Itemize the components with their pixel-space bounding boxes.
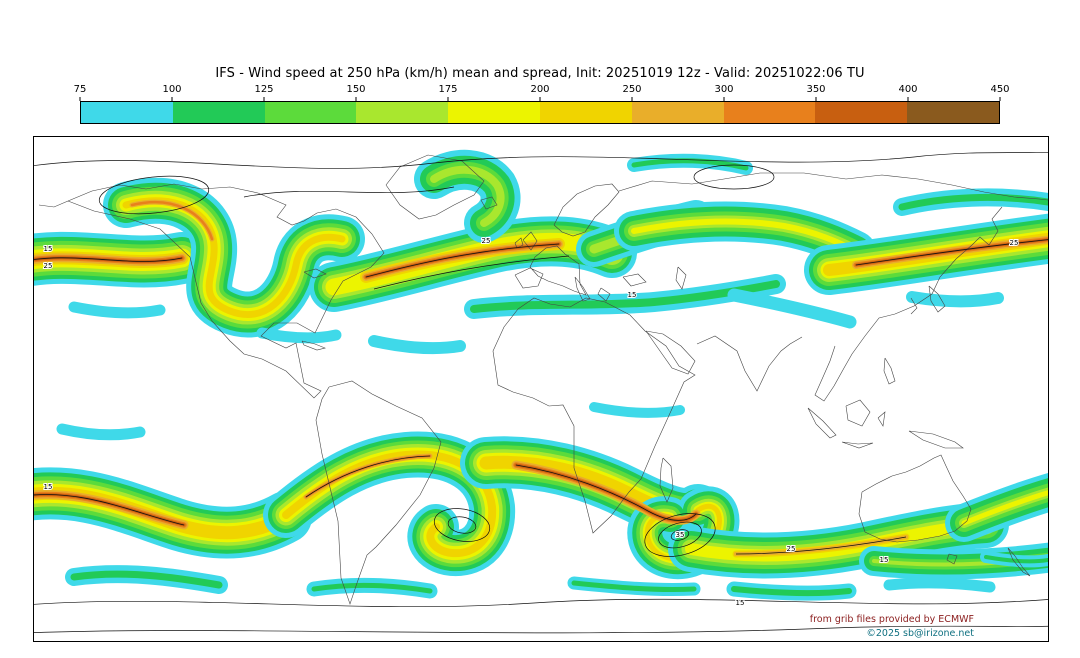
coastlines xyxy=(38,154,1048,605)
swirl-contour xyxy=(433,508,491,542)
colorbar-tick-label: 400 xyxy=(898,84,918,95)
wind-speed-shading xyxy=(34,161,1048,593)
colorbar-tick xyxy=(171,97,173,101)
colorbar-segment xyxy=(356,102,449,123)
contour-label: 15 xyxy=(880,556,889,564)
colorbar-tick xyxy=(631,97,633,101)
coastline-australia xyxy=(858,454,972,565)
swirl-contour xyxy=(447,516,477,534)
contour-label: 15 xyxy=(44,483,53,491)
coastline-greenland xyxy=(385,154,498,220)
colorbar-tick xyxy=(907,97,909,101)
contour-label: 35 xyxy=(676,531,685,539)
jet-band-north-pacific-left xyxy=(34,258,182,263)
coastline-asia xyxy=(618,172,1048,402)
colorbar-segment xyxy=(815,102,908,123)
contour-loop xyxy=(98,175,210,215)
colorbar-track xyxy=(81,102,999,123)
jet-band-north-atlantic xyxy=(334,241,612,287)
colorbar-tick xyxy=(447,97,449,101)
colorbar-segment xyxy=(907,102,999,123)
coastline-africa xyxy=(492,297,696,534)
colorbar-tick xyxy=(815,97,817,101)
contour-label: 25 xyxy=(787,545,796,553)
colorbar-segment xyxy=(81,102,173,123)
colorbar-tick xyxy=(539,97,541,101)
colorbar-tick-label: 350 xyxy=(806,84,826,95)
band-bering xyxy=(902,197,1048,207)
colorbar-tick-label: 300 xyxy=(714,84,734,95)
contour-label-group: 15 25 25 15 25 15 35 25 15 15 xyxy=(43,236,1020,608)
map-panel: 15 25 25 15 25 15 35 25 15 15 from grib … xyxy=(33,136,1049,642)
colorbar-tick xyxy=(355,97,357,101)
vortex-contour xyxy=(670,529,690,541)
colorbar-labels: 75 100 125 150 175 200 250 300 350 400 450 xyxy=(74,84,1010,96)
contour-label: 15 xyxy=(44,245,53,253)
coastline-new-zealand xyxy=(1007,547,1031,577)
colorbar xyxy=(80,101,1000,124)
contour-loop xyxy=(693,164,775,190)
colorbar-tick-label: 175 xyxy=(438,84,458,95)
colorbar-segment xyxy=(539,102,632,123)
colorbar-segment xyxy=(723,102,816,123)
colorbar-tick xyxy=(79,97,81,101)
contour-label: 15 xyxy=(736,599,745,607)
colorbar-tick-label: 200 xyxy=(530,84,550,95)
contour-label: 25 xyxy=(1010,239,1019,247)
coastline-asia-islands xyxy=(807,285,964,449)
colorbar-tick xyxy=(723,97,725,101)
coastline-madagascar xyxy=(659,457,674,503)
band-iceland xyxy=(434,170,501,223)
colorbar-segment xyxy=(448,102,540,123)
colorbar-tick-label: 250 xyxy=(622,84,642,95)
attribution-line2: ©2025 sb@irizone.net xyxy=(866,628,974,639)
contour-label: 15 xyxy=(628,291,637,299)
colorbar-tick-label: 150 xyxy=(346,84,366,95)
spread-contours xyxy=(34,151,1048,634)
contour-line xyxy=(34,598,1048,608)
contour-line xyxy=(34,151,1048,169)
map-title: IFS - Wind speed at 250 hPa (km/h) mean … xyxy=(215,66,865,81)
coastline-caribbean xyxy=(301,268,327,351)
vortex-contour xyxy=(644,513,716,557)
colorbar-segment xyxy=(172,102,265,123)
contour-label: 25 xyxy=(482,237,491,245)
colorbar-segment xyxy=(631,102,724,123)
colorbar-tick-label: 125 xyxy=(254,84,274,95)
coastline-south-america xyxy=(315,380,442,605)
contour-label: 25 xyxy=(44,262,53,270)
vortex-contour xyxy=(658,521,702,549)
jet-band-south-pacific-left xyxy=(34,493,286,532)
colorbar-tick xyxy=(263,97,265,101)
coastline-europe xyxy=(514,183,687,302)
world-map: 15 25 25 15 25 15 35 25 15 15 from grib … xyxy=(34,137,1048,639)
colorbar-ticks xyxy=(79,97,1001,101)
colorbar-tick-label: 75 xyxy=(73,84,87,95)
colorbar-segment xyxy=(264,102,357,123)
coastline-north-america xyxy=(38,183,385,399)
colorbar-tick-label: 450 xyxy=(990,84,1010,95)
colorbar-tick-label: 100 xyxy=(162,84,182,95)
colorbar-tick xyxy=(999,97,1001,101)
attribution-line1: from grib files provided by ECMWF xyxy=(810,614,974,625)
